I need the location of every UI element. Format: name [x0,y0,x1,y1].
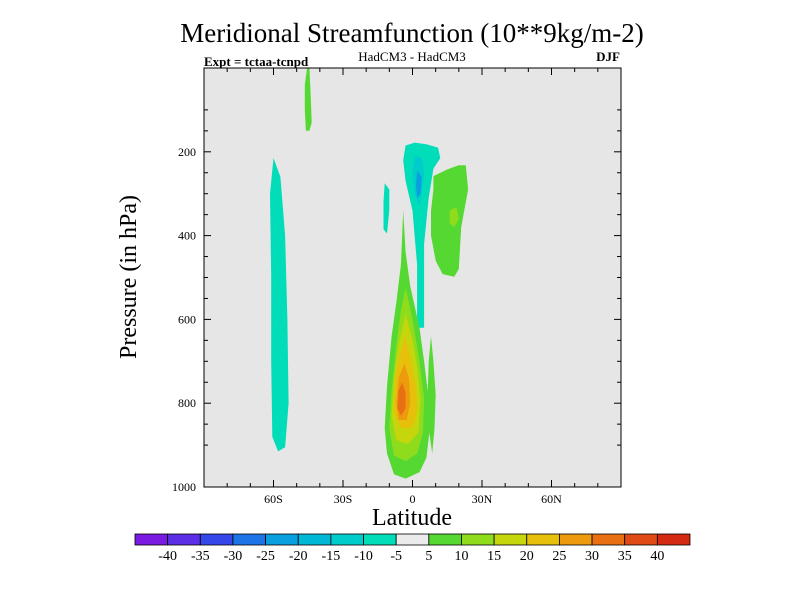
colorbar-label: 40 [650,549,664,564]
contour-region-6 [431,165,469,277]
colorbar-label: 35 [618,549,632,564]
colorbar-label: 5 [425,549,432,564]
contour-region-5 [416,170,422,198]
colorbar-swatch [134,533,169,546]
chart-title: Meridional Streamfunction (10**9kg/m-2) [180,18,643,48]
colorbar-label: 30 [585,549,599,564]
experiment-label: Expt = tctaa-tcnpd [204,54,309,69]
season-label: DJF [596,49,620,64]
colorbar-swatch [428,533,462,546]
contour-region-0 [304,68,312,131]
contour-region-3 [403,142,441,328]
colorbar-swatch [526,533,560,546]
colorbar-label: 10 [454,549,468,564]
colorbar-label: -5 [390,549,402,564]
colorbar: -40 -35 -30 -25 -20 -15 -10 -5 5 10 15 20 25 30 35 40 [134,533,691,564]
colorbar-swatch [167,533,201,546]
y-tick-label: 1000 [172,480,196,494]
colorbar-label: -35 [191,549,210,564]
colorbar-swatch [265,533,299,546]
colorbar-swatch [232,533,266,546]
colorbar-label: -15 [322,549,341,564]
colorbar-swatch [297,533,332,546]
colorbar-swatch [363,533,397,546]
contour-region-7 [449,207,459,228]
colorbar-label: 25 [552,549,566,564]
x-tick-label: 60N [541,492,562,506]
colorbar-label: -20 [289,549,308,564]
colorbar-label: 20 [520,549,534,564]
x-tick-label: 60S [264,492,283,506]
axis-ticks: 60S 30S 0 30N 60N 200 400 600 800 1000 [172,68,621,506]
colorbar-swatch [591,533,626,546]
contour-region-2 [383,183,390,234]
contour-region-1 [270,158,289,452]
model-label: HadCM3 - HadCM3 [358,49,466,64]
y-tick-label: 800 [178,396,196,410]
x-tick-label: 30S [334,492,353,506]
colorbar-swatch [461,533,495,546]
x-tick-label: 0 [410,492,416,506]
x-tick-label: 30N [472,492,493,506]
colorbar-label: -30 [224,549,243,564]
contour-region-9 [427,336,436,454]
colorbar-label: -10 [354,549,373,564]
x-axis-title: Latitude [372,505,452,531]
contour-regions [270,68,469,479]
colorbar-label: -25 [256,549,275,564]
y-tick-label: 400 [178,229,196,243]
colorbar-label: 15 [487,549,501,564]
colorbar-swatch [199,533,234,546]
y-axis-title: Pressure (in hPa) [116,195,142,359]
colorbar-swatch [493,533,528,546]
contour-region-14 [397,382,406,416]
y-tick-label: 200 [178,145,196,159]
colorbar-swatch [559,533,593,546]
colorbar-swatch [330,533,364,546]
colorbar-swatch [395,533,430,546]
colorbar-swatch [656,533,691,546]
colorbar-label: -40 [158,549,177,564]
colorbar-swatch [624,533,658,546]
y-tick-label: 600 [178,312,196,326]
